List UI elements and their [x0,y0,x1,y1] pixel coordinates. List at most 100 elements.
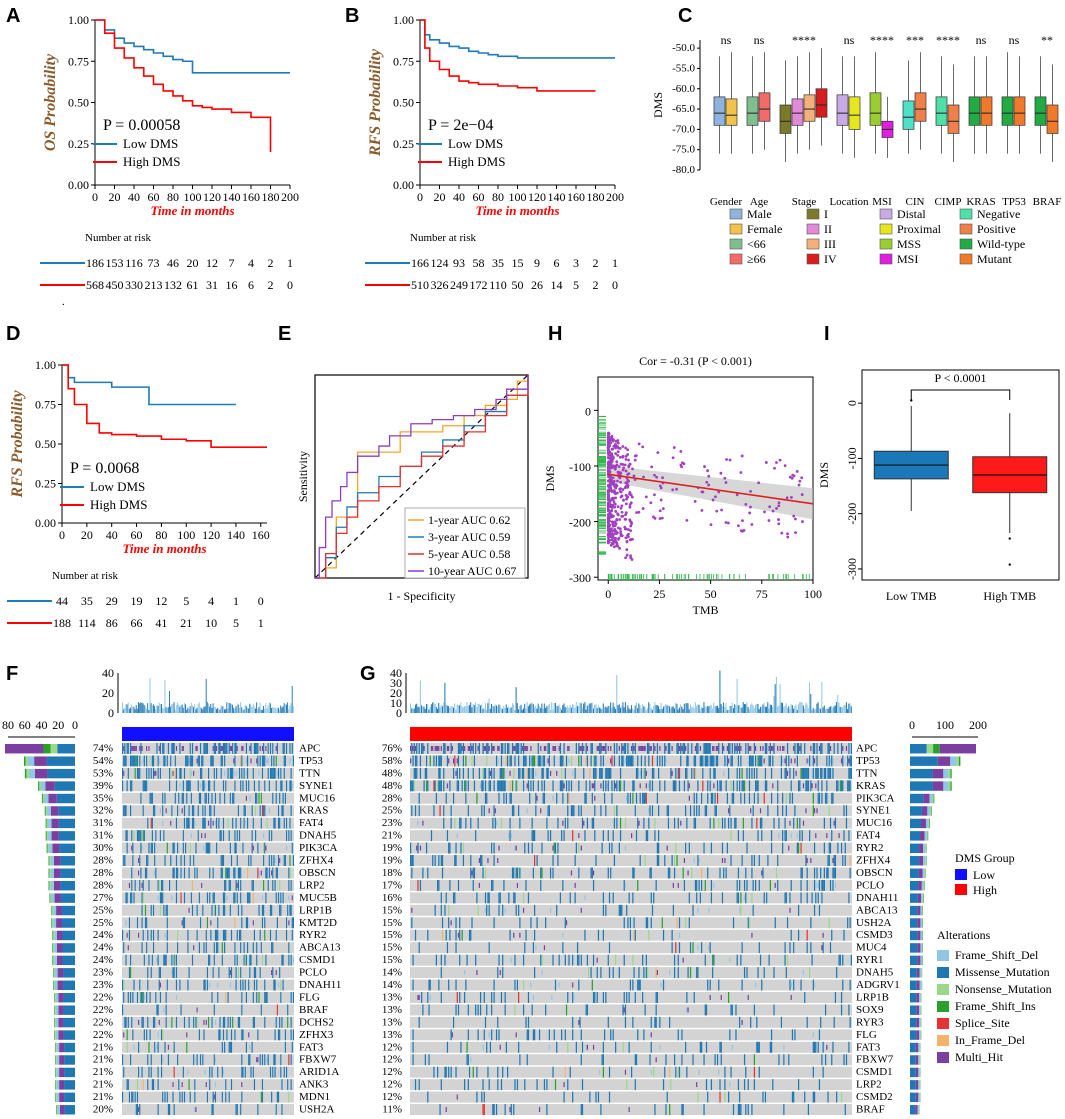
scatter-point [608,470,612,474]
mutation-cell [810,917,812,929]
mutation-cell [444,954,446,966]
top-bar [195,709,197,713]
gene-pct: 21% [93,1091,113,1103]
mutation-cell [526,783,528,789]
panel-letter-h: H [548,323,562,345]
mutation-cell [509,755,511,767]
mutation-cell [191,879,194,891]
risk-count: 50 [512,278,524,292]
mutation-cell [633,929,635,941]
mutation-cell [189,743,191,754]
gene-pct: 53% [93,767,113,779]
top-bar [222,706,224,713]
mutation-cell [691,867,693,879]
mutation-cell [241,755,243,767]
mutation-cell [618,780,620,792]
side-bar-segment [53,980,55,990]
mutation-cell [172,867,174,879]
mutation-cell [455,1004,457,1016]
gene-name: ARID1A [299,1066,339,1078]
gene-pct: 12% [382,1041,402,1053]
top-bar [731,702,733,713]
mutation-cell [263,879,265,891]
mutation-cell [228,967,230,979]
mutation-cell [581,817,584,829]
mutation-cell [198,755,200,767]
side-bar-segment [916,1017,920,1028]
risk-count: 6 [248,278,254,292]
mutation-cell [126,743,128,754]
x-tick-label: 100 [804,587,822,601]
top-bar [726,709,728,713]
scatter-point [749,489,753,493]
mutation-cell [488,767,490,779]
mutation-cell [277,817,280,829]
mutation-cell [244,979,246,991]
mutation-cell [171,805,173,817]
top-bar [187,707,189,713]
mutation-cell [602,992,604,1003]
mutation-cell [498,746,500,751]
mutation-cell [482,743,484,754]
x-tick-label: 160 [252,528,270,542]
side-bar-segment [918,1042,920,1053]
mutation-cell [141,917,143,929]
mutation-cell [745,892,747,904]
mutation-cell [152,929,155,941]
risk-count: 213 [145,278,163,292]
mutation-cell [452,892,455,904]
mutation-cell [158,758,160,764]
top-bar [628,708,630,713]
risk-count: 12 [206,256,218,270]
gene-pct: 32% [93,805,113,817]
mutation-cell [758,1041,760,1053]
mutation-cell [823,867,825,879]
mutation-cell [707,743,709,754]
gene-name: KRAS [299,805,328,817]
top-tick-label: 0 [396,706,402,720]
mutation-cell [255,792,257,804]
mutation-cell [226,895,228,901]
top-bar [416,703,418,713]
mutation-cell [268,855,270,866]
mutation-cell [828,842,830,854]
mutation-cell [624,1069,627,1075]
mutation-cell [766,892,768,904]
mutation-cell [556,1041,558,1053]
mutation-cell [229,792,231,804]
mutation-cell [812,1041,814,1053]
mutation-cell [240,942,242,954]
top-bar [840,707,842,713]
mutation-cell [477,1029,479,1041]
mutation-cell [258,792,260,804]
top-bar [134,709,136,713]
side-bar-segment [56,905,62,916]
mutation-cell [845,746,848,751]
mutation-cell [613,817,616,829]
mutation-cell [650,892,652,904]
mutation-cell [125,920,127,926]
x-tick-label: 80 [492,190,504,204]
mutation-cell [764,1091,767,1103]
top-bar [831,706,833,713]
top-bar [839,706,841,713]
mutation-cell [673,967,676,979]
gene-row [410,904,852,916]
mutation-cell [543,780,546,792]
mutation-cell [477,746,479,751]
mutation-cell [157,1004,159,1016]
scatter-point [621,488,625,491]
mutation-cell [810,746,812,751]
mutation-cell [241,992,243,1003]
mutation-cell [410,780,412,792]
mutation-cell [834,992,837,1003]
mutation-cell [735,1004,737,1016]
top-bar [492,705,494,713]
mutation-cell [206,979,208,991]
side-tick-label: 0 [72,718,78,732]
mutation-cell [658,842,660,854]
mutation-cell [487,892,489,904]
mutation-cell [193,855,195,866]
mutation-cell [716,792,719,804]
